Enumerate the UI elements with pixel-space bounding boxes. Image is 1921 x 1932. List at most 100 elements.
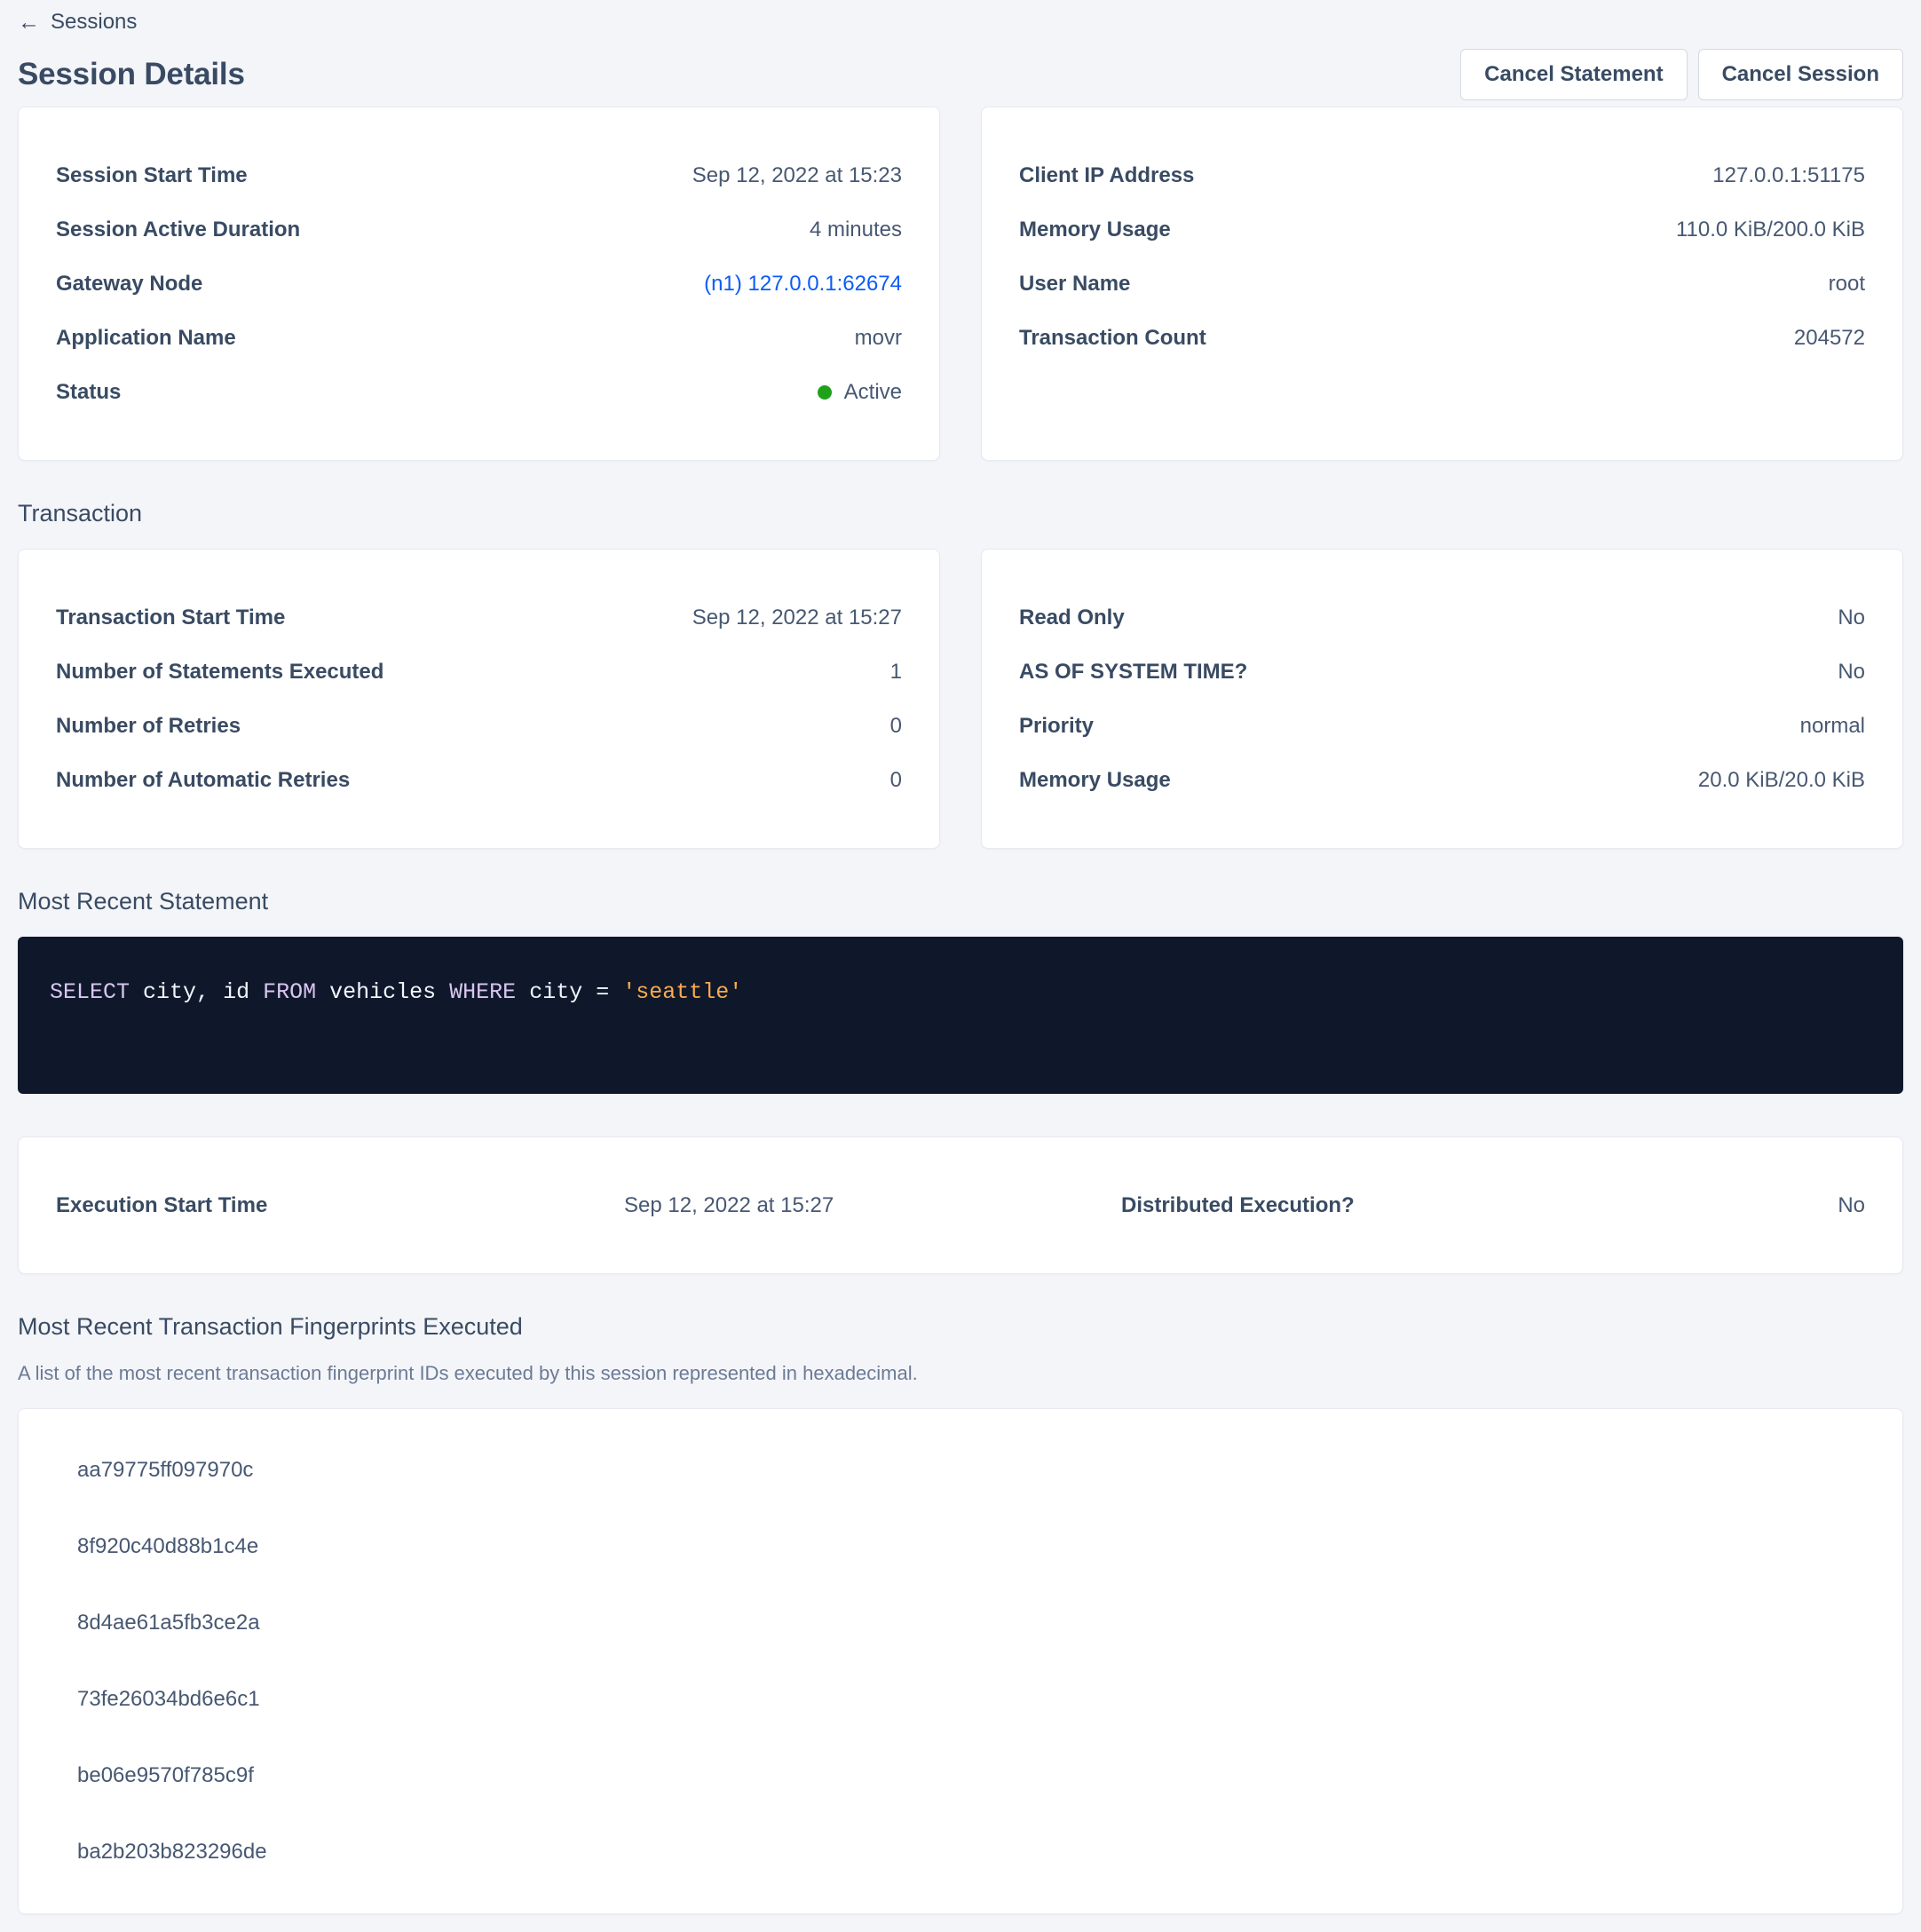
- sql-token-pun: =: [582, 979, 623, 1005]
- session-active-duration-label: Session Active Duration: [56, 217, 301, 242]
- arrow-left-icon: ←: [18, 9, 40, 35]
- session-info-list-left: Session Start Time Sep 12, 2022 at 15:23…: [19, 107, 939, 460]
- fingerprints-description: A list of the most recent transaction fi…: [18, 1362, 918, 1384]
- sql-token-pun: [436, 979, 449, 1005]
- fingerprints-card: aa79775ff097970c 8f920c40d88b1c4e 8d4ae6…: [18, 1408, 1903, 1914]
- statements-executed-value: 1: [889, 659, 902, 684]
- sql-token-str: 'seattle': [622, 979, 743, 1005]
- sql-token-id: vehicles: [329, 979, 437, 1005]
- read-only-label: Read Only: [1019, 605, 1125, 629]
- sql-token-kw: FROM: [263, 979, 317, 1005]
- execution-start-time-value-cell: Sep 12, 2022 at 15:27: [624, 1178, 1121, 1232]
- user-name-value: root: [1828, 271, 1865, 296]
- session-memory-usage-label: Memory Usage: [1019, 217, 1171, 242]
- transaction-card-right: Read Only No AS OF SYSTEM TIME? No Prior…: [981, 549, 1903, 849]
- transaction-summary-row: Transaction Start Time Sep 12, 2022 at 1…: [18, 549, 1903, 849]
- status-row: Status Active: [56, 365, 902, 419]
- execution-start-time-label: Execution Start Time: [56, 1192, 268, 1217]
- page-header: Session Details Cancel Statement Cancel …: [18, 43, 1903, 107]
- distributed-execution-value-cell: No: [1838, 1178, 1865, 1232]
- as-of-system-time-label: AS OF SYSTEM TIME?: [1019, 659, 1248, 684]
- application-name-row: Application Name movr: [56, 311, 902, 365]
- automatic-retries-value: 0: [889, 767, 902, 792]
- transaction-memory-usage-row: Memory Usage 20.0 KiB/20.0 KiB: [1019, 753, 1865, 807]
- user-name-label: User Name: [1019, 271, 1131, 296]
- distributed-execution-value: No: [1838, 1192, 1865, 1217]
- gateway-node-row: Gateway Node (n1) 127.0.0.1:62674: [56, 257, 902, 311]
- sql-token-pun: [316, 979, 329, 1005]
- transaction-count-row: Transaction Count 204572: [1019, 311, 1865, 365]
- cancel-session-button[interactable]: Cancel Session: [1697, 49, 1903, 100]
- cancel-statement-button[interactable]: Cancel Statement: [1460, 49, 1688, 100]
- distributed-execution-label: Distributed Execution?: [1121, 1192, 1355, 1217]
- list-item[interactable]: 8d4ae61a5fb3ce2a: [77, 1611, 260, 1635]
- list-item[interactable]: 8f920c40d88b1c4e: [77, 1534, 259, 1558]
- transaction-start-time-label: Transaction Start Time: [56, 605, 286, 629]
- client-ip-address-row: Client IP Address 127.0.0.1:51175: [1019, 148, 1865, 202]
- session-summary-row: Session Start Time Sep 12, 2022 at 15:23…: [18, 107, 1903, 461]
- as-of-system-time-value: No: [1838, 659, 1865, 684]
- session-memory-usage-value: 110.0 KiB/200.0 KiB: [1675, 217, 1865, 242]
- list-item[interactable]: ba2b203b823296de: [77, 1840, 267, 1864]
- list-item[interactable]: 73fe26034bd6e6c1: [77, 1687, 260, 1711]
- priority-row: Priority normal: [1019, 699, 1865, 753]
- session-start-time-label: Session Start Time: [56, 162, 248, 187]
- sql-token-pun: [130, 979, 143, 1005]
- execution-details-card: Execution Start Time Sep 12, 2022 at 15:…: [18, 1136, 1903, 1274]
- execution-start-time-value: Sep 12, 2022 at 15:27: [624, 1192, 834, 1217]
- header-actions: Cancel Statement Cancel Session: [1460, 49, 1903, 100]
- sql-token-id: city: [143, 979, 197, 1005]
- gateway-node-link[interactable]: (n1) 127.0.0.1:62674: [704, 271, 902, 296]
- application-name-label: Application Name: [56, 325, 236, 350]
- session-active-duration-value: 4 minutes: [809, 217, 902, 242]
- status-value: Active: [843, 379, 902, 404]
- transaction-count-label: Transaction Count: [1019, 325, 1206, 350]
- priority-value: normal: [1799, 713, 1865, 738]
- breadcrumb[interactable]: ← Sessions: [18, 0, 1903, 36]
- retries-label: Number of Retries: [56, 713, 241, 738]
- read-only-value: No: [1838, 605, 1865, 629]
- automatic-retries-row: Number of Automatic Retries 0: [56, 753, 902, 807]
- transaction-memory-usage-value: 20.0 KiB/20.0 KiB: [1697, 767, 1865, 792]
- statements-executed-row: Number of Statements Executed 1: [56, 645, 902, 699]
- automatic-retries-label: Number of Automatic Retries: [56, 767, 351, 792]
- session-info-list-right: Client IP Address 127.0.0.1:51175 Memory…: [982, 107, 1902, 406]
- sql-token-pun: ,: [196, 979, 224, 1005]
- transaction-list-right: Read Only No AS OF SYSTEM TIME? No Prior…: [982, 550, 1902, 848]
- page-title: Session Details: [18, 57, 245, 91]
- client-ip-address-label: Client IP Address: [1019, 162, 1195, 187]
- session-memory-usage-row: Memory Usage 110.0 KiB/200.0 KiB: [1019, 202, 1865, 257]
- fingerprints-section-heading: Most Recent Transaction Fingerprints Exe…: [18, 1313, 523, 1340]
- sql-token-pun: [516, 979, 529, 1005]
- transaction-list-left: Transaction Start Time Sep 12, 2022 at 1…: [19, 550, 939, 848]
- priority-label: Priority: [1019, 713, 1095, 738]
- breadcrumb-link-sessions[interactable]: Sessions: [51, 10, 138, 34]
- sql-token-kw: WHERE: [449, 979, 517, 1005]
- session-start-time-row: Session Start Time Sep 12, 2022 at 15:23: [56, 148, 902, 202]
- transaction-start-time-row: Transaction Start Time Sep 12, 2022 at 1…: [56, 590, 902, 645]
- sql-token-pun: [249, 979, 263, 1005]
- transaction-memory-usage-label: Memory Usage: [1019, 767, 1171, 792]
- application-name-value: movr: [854, 325, 902, 350]
- statements-executed-label: Number of Statements Executed: [56, 659, 384, 684]
- transaction-section-heading: Transaction: [18, 500, 143, 527]
- distributed-execution-label-cell: Distributed Execution?: [1121, 1178, 1838, 1232]
- transaction-card-left: Transaction Start Time Sep 12, 2022 at 1…: [18, 549, 940, 849]
- sql-statement-code: SELECT city, id FROM vehicles WHERE city…: [50, 976, 1871, 1010]
- list-item[interactable]: aa79775ff097970c: [77, 1458, 254, 1482]
- retries-value: 0: [889, 713, 902, 738]
- retries-row: Number of Retries 0: [56, 699, 902, 753]
- as-of-system-time-row: AS OF SYSTEM TIME? No: [1019, 645, 1865, 699]
- status-badge: Active: [817, 379, 902, 405]
- sql-token-id: id: [223, 979, 250, 1005]
- gateway-node-label: Gateway Node: [56, 271, 203, 296]
- client-ip-address-value: 127.0.0.1:51175: [1712, 162, 1865, 187]
- session-info-card-left: Session Start Time Sep 12, 2022 at 15:23…: [18, 107, 940, 461]
- status-dot-icon: [817, 384, 832, 400]
- session-active-duration-row: Session Active Duration 4 minutes: [56, 202, 902, 257]
- execution-start-time-label-cell: Execution Start Time: [56, 1178, 624, 1232]
- session-info-card-right: Client IP Address 127.0.0.1:51175 Memory…: [981, 107, 1903, 461]
- status-label: Status: [56, 379, 122, 404]
- list-item[interactable]: be06e9570f785c9f: [77, 1763, 254, 1787]
